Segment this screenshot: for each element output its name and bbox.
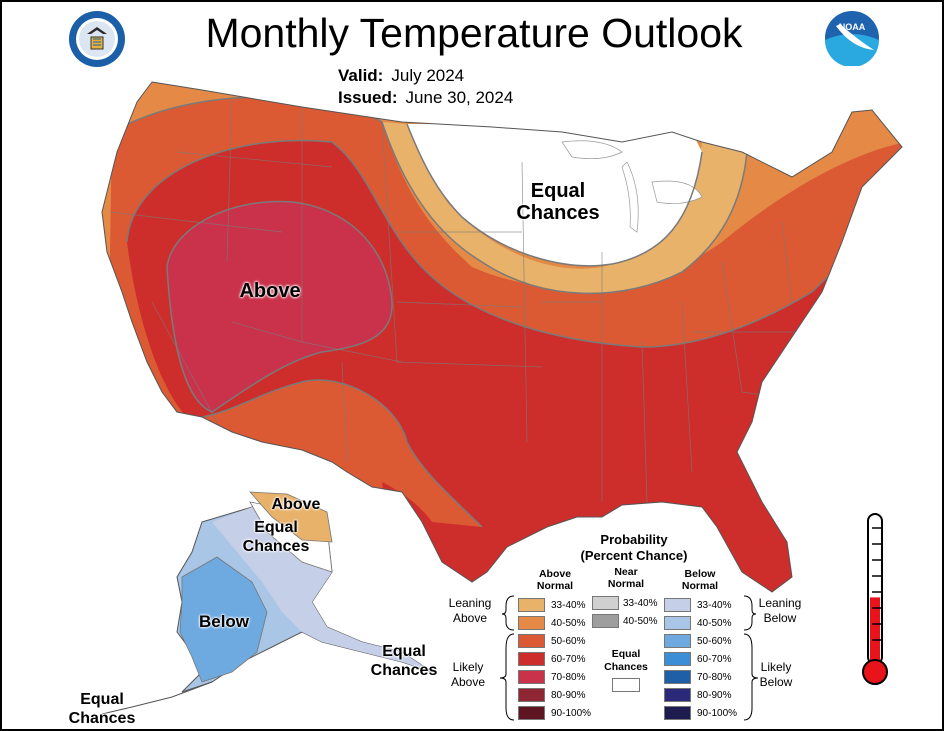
legend-near-row: 40-50% [592,612,657,630]
conus-outline [101,81,903,593]
legend-below-row: 50-60% [664,632,737,650]
legend-range: 70-80% [697,671,732,683]
alaska-equal-chances-se-label: Equal Chances [370,643,438,679]
legend-leaning-below: Leaning Below [758,596,802,625]
legend-range: 90-100% [697,707,738,719]
zone-likely-above-70-80 [167,201,393,412]
valid-line: Valid: July 2024 [338,66,464,86]
legend-swatch-above-60-70 [518,652,545,666]
legend: Probability (Percent Chance) Above Norma… [434,528,814,728]
legend-range: 60-70% [551,653,586,665]
legend-above-header: Above Normal [536,568,574,592]
alaska-below-label: Below [198,612,250,631]
legend-swatch-near-33-40 [592,596,619,610]
thermometer-bulb [862,659,888,685]
legend-above-row: 70-80% [518,668,591,686]
legend-likely-above: Likely Above [450,660,486,689]
legend-likely-below: Likely Below [759,660,793,689]
legend-swatch-below-40-50 [664,616,691,630]
issued-label: Issued: [338,88,398,107]
legend-swatch-above-33-40 [518,598,545,612]
legend-title: Probability [600,532,668,547]
legend-swatch-above-40-50 [518,616,545,630]
legend-swatch-above-80-90 [518,688,545,702]
valid-label: Valid: [338,66,384,85]
legend-swatch-above-70-80 [518,670,545,684]
legend-near-column: 33-40% 40-50% [592,594,657,630]
noaa-logo-icon: NOAA [825,11,879,66]
legend-swatch-below-60-70 [664,652,691,666]
legend-range: 40-50% [623,615,658,627]
legend-below-row: 70-80% [664,668,737,686]
legend-below-row: 40-50% [664,614,737,632]
legend-range: 90-100% [551,707,592,719]
alaska-equal-chances-sw-label: Equal Chances [68,691,136,727]
legend-above-row: 90-100% [518,704,591,722]
valid-value: July 2024 [391,66,465,85]
svg-text:NOAA: NOAA [839,22,866,32]
legend-range: 33-40% [623,597,658,609]
legend-below-column: 33-40% 40-50% 50-60% 60-70% 70-80% 80-90… [664,596,737,722]
legend-below-row: 60-70% [664,650,737,668]
legend-range: 60-70% [697,653,732,665]
legend-range: 50-60% [697,635,732,647]
legend-below-row: 80-90% [664,686,737,704]
legend-range: 80-90% [697,689,732,701]
legend-above-column: 33-40% 40-50% 50-60% 60-70% 70-80% 80-90… [518,596,591,722]
legend-equal-chances-label: Equal Chances [604,648,648,673]
conus-equal-chances-label: Equal Chances [516,180,600,224]
legend-above-row: 50-60% [518,632,591,650]
legend-range: 33-40% [551,599,586,611]
legend-above-row: 60-70% [518,650,591,668]
page-title: Monthly Temperature Outlook [205,10,743,56]
legend-above-row: 80-90% [518,686,591,704]
legend-swatch-near-40-50 [592,614,619,628]
legend-swatch-below-50-60 [664,634,691,648]
legend-swatch-below-80-90 [664,688,691,702]
alaska-above-label: Above [271,496,321,513]
commerce-seal-icon [69,11,125,67]
legend-range: 80-90% [551,689,586,701]
legend-swatch-equal-chances [612,678,640,692]
conus-above-label: Above [239,280,301,302]
alaska-equal-chances-north-label: Equal Chances [242,519,310,555]
legend-above-row: 33-40% [518,596,591,614]
legend-range: 40-50% [697,617,732,629]
issued-value: June 30, 2024 [405,88,514,107]
alaska-map [101,491,433,715]
legend-subtitle: (Percent Chance) [580,548,688,563]
legend-swatch-below-70-80 [664,670,691,684]
legend-above-row: 40-50% [518,614,591,632]
zone-leaning-above-33-40 [382,122,747,294]
zone-equal-chances-conus [407,124,702,266]
legend-range: 40-50% [551,617,586,629]
legend-below-row: 90-100% [664,704,737,722]
legend-near-header: Near Normal [607,566,645,590]
legend-range: 50-60% [551,635,586,647]
issued-line: Issued: June 30, 2024 [338,88,513,108]
legend-near-row: 33-40% [592,594,657,612]
legend-leaning-above: Leaning Above [448,596,492,625]
thermometer-icon [862,513,888,685]
legend-swatch-below-33-40 [664,598,691,612]
legend-swatch-below-90-100 [664,706,691,720]
legend-range: 33-40% [697,599,732,611]
zone-sw-50-60 [202,380,482,527]
legend-swatch-above-50-60 [518,634,545,648]
legend-below-row: 33-40% [664,596,737,614]
legend-below-header: Below Normal [681,568,719,592]
legend-swatch-above-90-100 [518,706,545,720]
legend-braces [499,595,759,721]
legend-range: 70-80% [551,671,586,683]
thermometer-fill [870,597,880,664]
